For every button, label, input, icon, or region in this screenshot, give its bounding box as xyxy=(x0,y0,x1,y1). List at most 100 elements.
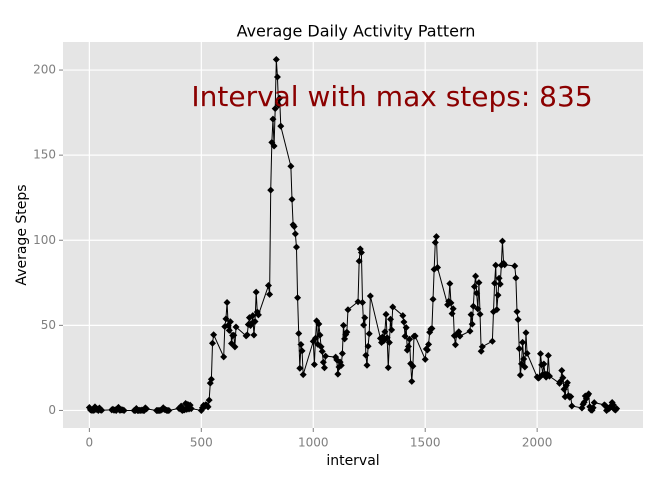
data-point xyxy=(429,295,437,303)
y-axis-label: Average Steps xyxy=(14,184,30,285)
data-point xyxy=(120,406,128,414)
data-point xyxy=(514,316,522,324)
data-point xyxy=(476,310,484,318)
data-point xyxy=(318,347,326,355)
data-point xyxy=(292,243,300,251)
data-point xyxy=(339,321,347,329)
data-point xyxy=(498,237,506,245)
data-point xyxy=(488,337,496,345)
data-point xyxy=(545,372,553,380)
data-point xyxy=(298,347,306,355)
data-point xyxy=(365,330,373,338)
data-point xyxy=(513,308,521,316)
data-point xyxy=(456,332,464,340)
data-point xyxy=(363,361,371,369)
data-point xyxy=(492,261,500,269)
data-point xyxy=(275,101,283,109)
x-tick-label: 500 xyxy=(190,436,213,450)
data-point xyxy=(315,320,323,328)
data-point xyxy=(589,404,597,412)
data-point xyxy=(317,343,325,351)
data-point xyxy=(537,350,545,358)
data-point xyxy=(432,233,440,241)
data-point xyxy=(523,349,531,357)
data-point xyxy=(434,264,442,272)
data-point xyxy=(522,329,530,337)
x-tick-label: 1000 xyxy=(298,436,329,450)
data-point xyxy=(269,115,277,123)
data-point xyxy=(320,364,328,372)
data-point xyxy=(288,195,296,203)
data-point xyxy=(209,339,217,347)
data-point xyxy=(402,324,410,332)
data-point xyxy=(519,338,527,346)
y-tick-label: 50 xyxy=(41,318,56,332)
data-point xyxy=(287,162,295,170)
data-point xyxy=(515,345,523,353)
data-point xyxy=(322,352,330,360)
data-point xyxy=(310,361,318,369)
data-point xyxy=(520,355,528,363)
data-point xyxy=(249,312,257,320)
data-point xyxy=(472,272,480,280)
data-point xyxy=(296,364,304,372)
data-point xyxy=(232,323,240,331)
x-tick-label: 1500 xyxy=(410,436,441,450)
data-point xyxy=(559,374,567,382)
data-point xyxy=(423,346,431,354)
y-tick-label: 150 xyxy=(33,148,56,162)
data-point xyxy=(478,343,486,351)
data-point xyxy=(501,261,509,269)
data-point xyxy=(334,370,342,378)
data-point xyxy=(231,343,239,351)
data-point xyxy=(187,405,195,413)
data-point xyxy=(250,331,258,339)
data-point xyxy=(276,94,284,102)
data-point xyxy=(299,371,307,379)
data-point xyxy=(277,122,285,130)
annotation: Interval with max steps: 835 xyxy=(191,80,592,113)
data-point xyxy=(338,350,346,358)
data-point xyxy=(225,326,233,334)
data-point xyxy=(516,371,524,379)
data-point xyxy=(512,274,520,282)
data-point xyxy=(210,331,218,339)
data-point xyxy=(475,279,483,287)
data-point xyxy=(544,351,552,359)
data-point xyxy=(406,335,414,343)
data-point xyxy=(493,306,501,314)
data-point xyxy=(220,353,228,361)
data-point xyxy=(387,315,395,323)
data-point xyxy=(401,332,409,340)
data-point xyxy=(466,327,474,335)
x-axis-label: interval xyxy=(326,453,379,469)
data-point xyxy=(319,358,327,366)
data-point xyxy=(568,402,576,410)
data-point xyxy=(360,321,368,329)
data-point xyxy=(495,274,503,282)
data-point xyxy=(521,363,529,371)
data-point xyxy=(230,331,238,339)
data-point xyxy=(98,406,106,414)
data-point xyxy=(409,362,417,370)
data-point xyxy=(366,292,374,300)
data-point xyxy=(207,375,215,383)
data-point xyxy=(294,294,302,302)
data-point xyxy=(343,328,351,336)
y-tick-label: 200 xyxy=(33,63,56,77)
data-point xyxy=(590,399,598,407)
data-point xyxy=(613,405,621,413)
data-point xyxy=(205,396,213,404)
data-point xyxy=(447,299,455,307)
data-point xyxy=(290,222,298,230)
x-tick-label: 2000 xyxy=(522,436,553,450)
data-point xyxy=(272,56,280,64)
data-point xyxy=(558,367,566,375)
data-point xyxy=(446,280,454,288)
data-point xyxy=(428,325,436,333)
data-point xyxy=(404,343,412,351)
data-point xyxy=(316,331,324,339)
data-point xyxy=(421,355,429,363)
data-point xyxy=(540,360,548,368)
data-point xyxy=(494,291,502,299)
